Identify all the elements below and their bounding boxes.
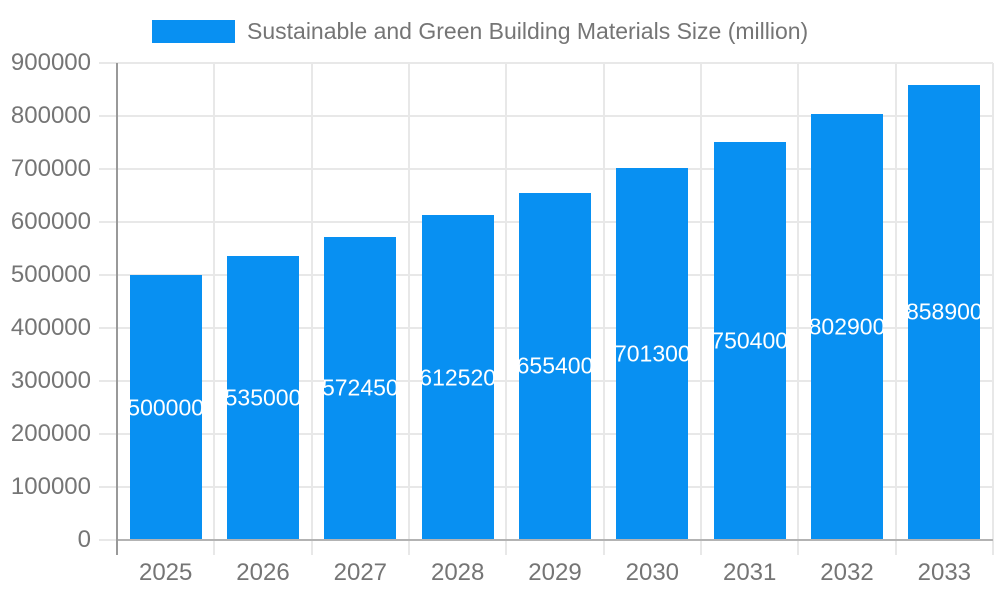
y-tick-label: 400000: [10, 314, 91, 341]
bar-value-label: 612520: [421, 364, 494, 391]
x-tick-mark: [505, 540, 508, 555]
x-tick-mark: [700, 540, 702, 555]
x-tick-mark: [213, 540, 216, 555]
x-gridline: [213, 63, 216, 540]
bar-value-label: 750400: [713, 327, 786, 354]
x-gridline: [408, 63, 410, 540]
y-tick-label: 200000: [10, 420, 91, 447]
x-tick-mark: [310, 540, 313, 555]
y-gridline: [99, 115, 993, 117]
bar: 612520: [421, 215, 494, 540]
bar-value-label: 802900: [811, 313, 883, 340]
x-tick-mark: [894, 540, 897, 555]
x-tick-mark: [408, 540, 410, 555]
bar-value-label: 535000: [227, 384, 299, 411]
x-tick-label: 2032: [820, 559, 874, 586]
x-tick-label: 2025: [138, 559, 193, 586]
x-gridline: [700, 63, 702, 540]
y-tick-label: 300000: [10, 367, 91, 394]
legend-label: Sustainable and Green Building Materials…: [247, 18, 809, 44]
bar: 572450: [324, 236, 397, 540]
y-tick-label: 700000: [10, 155, 91, 182]
x-tick-mark: [602, 540, 605, 555]
bar: 858900: [908, 84, 981, 540]
y-tick-label: 0: [77, 526, 91, 553]
bar: 500000: [129, 275, 202, 540]
legend-item[interactable]: Sustainable and Green Building Materials…: [152, 18, 809, 44]
y-gridline: [99, 62, 993, 64]
y-tick-label: 100000: [10, 473, 91, 500]
x-axis-baseline: [117, 539, 993, 541]
y-tick-label: 500000: [10, 261, 91, 288]
x-tick-label: 2027: [333, 559, 388, 586]
x-tick-label: 2033: [917, 559, 972, 586]
x-tick-label: 2026: [236, 559, 290, 586]
y-gridline: [99, 168, 993, 170]
y-axis-line: [116, 63, 118, 555]
x-gridline: [505, 63, 508, 540]
bar-value-label: 655400: [519, 352, 591, 379]
x-gridline: [992, 63, 994, 540]
x-tick-label: 2031: [722, 559, 777, 586]
legend-swatch-icon: [152, 20, 235, 43]
x-gridline: [797, 63, 800, 540]
bar-value-label: 701300: [616, 340, 689, 367]
bar: 750400: [713, 142, 786, 540]
bar-value-label: 500000: [129, 394, 202, 420]
legend: Sustainable and Green Building Materials…: [152, 18, 809, 44]
y-tick-label: 900000: [10, 49, 91, 76]
bar: 802900: [811, 114, 883, 540]
x-tick-mark: [992, 540, 994, 555]
x-tick-mark: [797, 540, 800, 555]
y-tick-label: 600000: [10, 208, 91, 235]
bar: 701300: [616, 168, 689, 540]
x-tick-label: 2030: [625, 559, 680, 586]
bar-value-label: 858900: [908, 298, 981, 325]
x-gridline: [894, 63, 897, 540]
bar: 655400: [519, 192, 591, 540]
bar-value-label: 572450: [324, 374, 397, 401]
x-tick-label: 2028: [430, 559, 485, 586]
y-tick-label: 800000: [10, 102, 91, 129]
x-gridline: [602, 63, 605, 540]
x-tick-label: 2029: [528, 559, 582, 586]
bar: 535000: [227, 256, 299, 540]
x-gridline: [310, 63, 313, 540]
